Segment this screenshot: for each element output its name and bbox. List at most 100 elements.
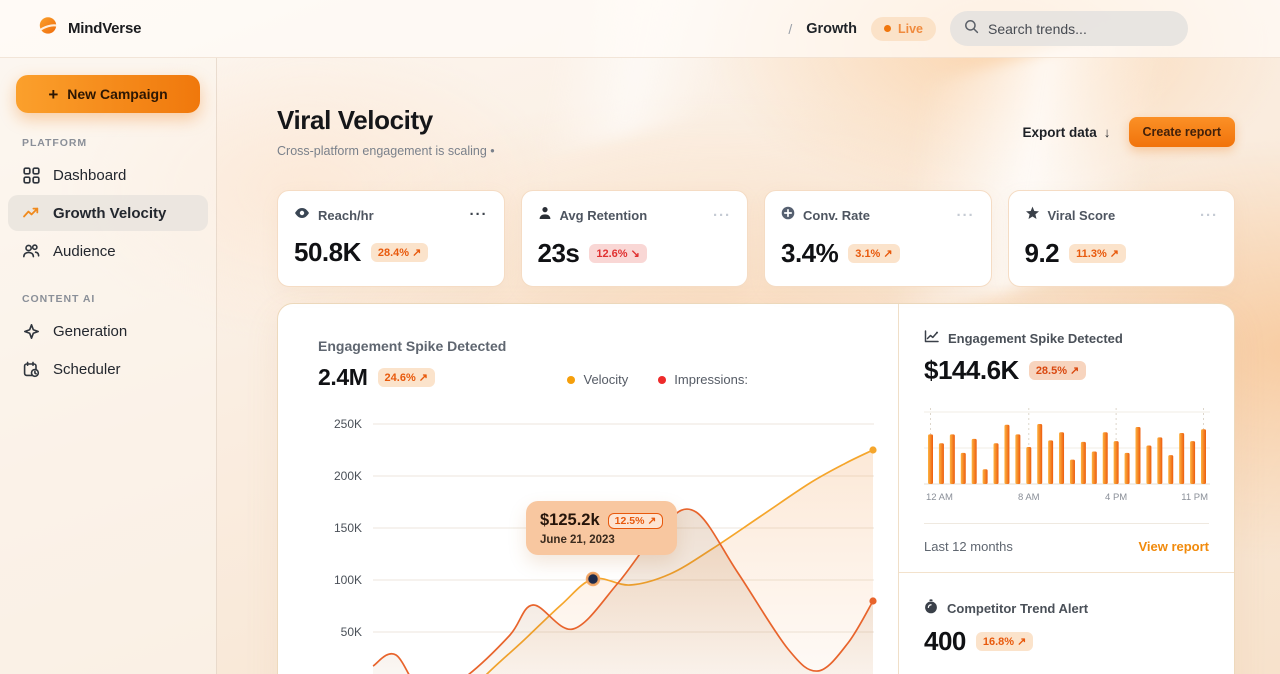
y-axis-tick-label: 250K — [334, 417, 362, 431]
sidebar-item-growth-velocity[interactable]: Growth Velocity — [8, 195, 208, 231]
topbar-right: / Growth Live — [788, 11, 1244, 46]
main-chart-section: Engagement Spike Detected 2.4M 24.6% ↗ Ve… — [278, 304, 898, 674]
new-campaign-label: New Campaign — [67, 86, 168, 102]
bar — [1113, 441, 1119, 484]
bar — [1124, 452, 1130, 484]
create-report-button[interactable]: Create report — [1128, 117, 1235, 147]
sidebar-item-dashboard[interactable]: Dashboard — [8, 157, 208, 193]
bar — [1102, 432, 1108, 484]
sidebar: + New Campaign PLATFORM Dashboard Growth… — [0, 58, 217, 674]
spike-panel-title: Engagement Spike Detected — [948, 330, 1123, 346]
legend-item-velocity[interactable]: Velocity — [567, 372, 628, 387]
spike-panel-footer: Last 12 months View report — [924, 523, 1209, 554]
main-content: Viral Velocity Cross-platform engagement… — [217, 58, 1280, 674]
spike-panel: Engagement Spike Detected $144.6K 28.5% ↗… — [899, 304, 1234, 572]
sidebar-section-content-ai: CONTENT AI — [22, 293, 96, 305]
y-axis-tick-label: 50K — [341, 625, 362, 639]
search-bar[interactable] — [950, 11, 1188, 46]
trend-up-arrow-icon: ↗ — [412, 247, 422, 259]
x-axis-tick-label: 11 PM — [1181, 492, 1208, 503]
plus-circle-icon — [781, 206, 795, 225]
kpi-row: Reach/hr ··· 50.8K 28.4% ↗ Avg Retention … — [277, 190, 1235, 287]
star-icon — [1025, 206, 1040, 225]
analytics-card: Engagement Spike Detected 2.4M 24.6% ↗ Ve… — [277, 303, 1235, 674]
breadcrumb-current[interactable]: Growth — [806, 20, 857, 37]
sidebar-item-label: Growth Velocity — [53, 204, 167, 222]
bar — [1015, 434, 1021, 484]
calendar-icon — [22, 360, 40, 378]
tooltip-value: $125.2k — [540, 511, 600, 529]
sidebar-nav-content-ai: Generation Scheduler — [0, 313, 216, 387]
ellipsis-menu-icon[interactable]: ··· — [956, 206, 975, 224]
main-chart-delta-badge: 24.6% ↗ — [377, 368, 435, 387]
right-panel: Engagement Spike Detected $144.6K 28.5% ↗… — [898, 304, 1234, 674]
sidebar-nav-platform: Dashboard Growth Velocity Audience — [0, 157, 216, 269]
users-icon — [22, 242, 40, 260]
new-campaign-button[interactable]: + New Campaign — [16, 75, 200, 113]
chart-tooltip: $125.2k 12.5% ↗ June 21, 2023 — [526, 501, 678, 555]
trend-up-arrow-icon: ↗ — [883, 248, 893, 260]
sidebar-item-label: Dashboard — [53, 166, 127, 184]
export-data-label: Export data — [1022, 124, 1097, 140]
page-title: Viral Velocity — [277, 105, 433, 135]
breadcrumb-separator: / — [788, 20, 793, 37]
bar — [1091, 451, 1097, 484]
ellipsis-menu-icon[interactable]: ··· — [469, 206, 488, 224]
y-axis-tick-label: 150K — [334, 521, 362, 535]
sidebar-item-generation[interactable]: Generation — [8, 313, 208, 349]
trend-up-arrow-icon: ↗ — [1109, 248, 1119, 260]
sidebar-item-label: Audience — [53, 242, 116, 260]
spike-delta-badge: 28.5% ↗ — [1028, 361, 1087, 380]
kpi-value: 23s — [537, 238, 580, 268]
search-input[interactable] — [988, 20, 1174, 37]
legend-velocity-dot-icon — [567, 375, 576, 384]
competitor-panel: Competitor Trend Alert 400 16.8%↗ 500250 — [899, 572, 1234, 674]
export-data-button[interactable]: Export data ↓ — [1022, 125, 1110, 140]
legend-item-impressions[interactable]: Impressions: — [658, 372, 748, 387]
sidebar-item-audience[interactable]: Audience — [8, 233, 208, 269]
kpi-value: 50.8K — [294, 237, 361, 267]
ellipsis-menu-icon[interactable]: ··· — [1200, 206, 1218, 224]
sidebar-item-scheduler[interactable]: Scheduler — [8, 351, 208, 387]
y-axis-tick-label: 200K — [334, 469, 362, 483]
search-icon — [964, 19, 979, 39]
person-icon — [538, 206, 552, 225]
bar — [928, 434, 933, 484]
engagement-line-chart: 250K200K150K100K50K25K — [334, 417, 877, 674]
sparkle-icon — [22, 322, 40, 340]
bar — [1037, 424, 1043, 484]
stopwatch-icon — [924, 599, 938, 617]
live-badge: Live — [870, 16, 936, 41]
kpi-card-reach: Reach/hr ··· 50.8K 28.4% ↗ — [277, 190, 505, 287]
velocity-end-dot — [869, 446, 877, 454]
impressions-end-dot — [869, 597, 877, 605]
trend-up-arrow-icon: ↗ — [418, 372, 428, 384]
x-axis-tick-label: 4 PM — [1105, 492, 1127, 503]
view-report-link[interactable]: View report — [1138, 539, 1209, 554]
kpi-label: Viral Score — [1047, 208, 1116, 223]
spike-panel-value: $144.6K — [924, 355, 1019, 385]
legend-impressions-dot-icon — [658, 375, 667, 384]
kpi-value: 9.2 — [1024, 238, 1060, 268]
bar — [1135, 427, 1141, 484]
tooltip-delta-badge: 12.5% ↗ — [607, 512, 664, 529]
bar — [982, 469, 988, 484]
spike-footer-label: Last 12 months — [924, 539, 1013, 554]
kpi-label: Conv. Rate — [803, 208, 870, 223]
brand[interactable]: MindVerse — [36, 14, 141, 43]
page-subtitle: Cross-platform engagement is scaling • — [277, 144, 495, 158]
impressions-line — [372, 508, 874, 674]
sidebar-item-label: Generation — [53, 322, 128, 340]
grid-icon — [22, 166, 40, 184]
chart-line-icon — [924, 330, 939, 346]
trend-down-arrow-icon: ↘ — [630, 248, 640, 260]
hourly-bars-chart[interactable]: 12 AM 8 AM 4 PM 11 PM — [924, 406, 1210, 506]
main-chart-area[interactable]: 250K200K150K100K50K25K $125.2k 12.5%↗ Ju… — [318, 413, 898, 674]
ellipsis-menu-icon[interactable]: ··· — [713, 206, 731, 224]
bar — [993, 443, 999, 484]
bar — [1026, 447, 1032, 484]
x-axis-tick-label: 8 AM — [1018, 492, 1040, 503]
sidebar-item-label: Scheduler — [53, 360, 121, 378]
trend-up-icon — [22, 204, 40, 222]
trend-up-arrow-icon: ↗ — [1017, 636, 1027, 648]
